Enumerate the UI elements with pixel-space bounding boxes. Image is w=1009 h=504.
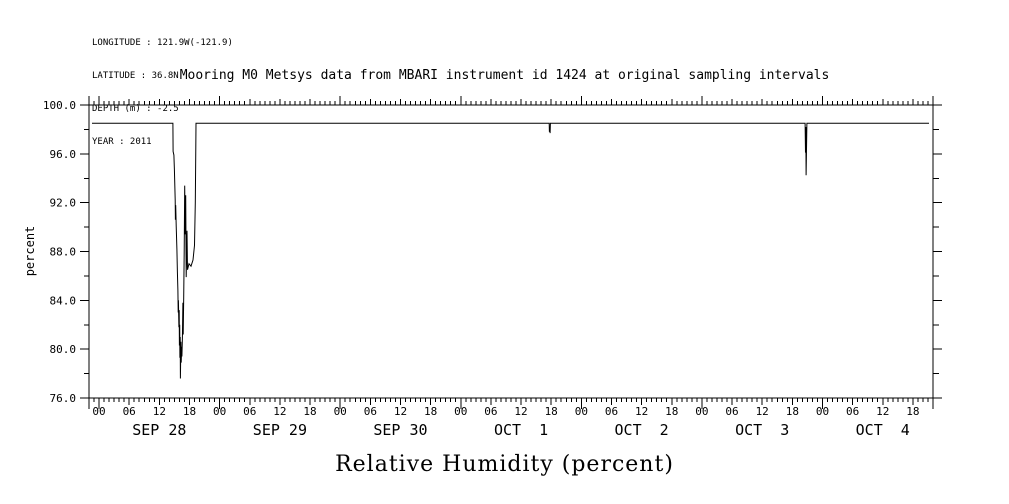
y-tick-label: 76.0 [50,392,77,405]
hour-tick-label: 06 [605,405,618,418]
date-label: SEP 30 [373,421,427,439]
hour-tick-label: 00 [213,405,226,418]
hour-tick-label: 18 [183,405,196,418]
y-axis-title: percent [23,225,37,277]
hour-tick-label: 00 [816,405,829,418]
hour-tick-label: 18 [424,405,437,418]
hour-tick-label: 06 [846,405,859,418]
hour-tick-label: 12 [394,405,407,418]
axis-tick-labels: 00 06 12 18 00 06 12 18 00 06 12 18 00 06 12 18 00 06 12 18… [43,99,920,439]
hour-tick-label: 06 [725,405,738,418]
hour-tick-label: 18 [906,405,919,418]
series-relative-humidity [92,122,929,379]
y-tick-label: 100.0 [43,99,76,112]
hour-tick-label: 00 [334,405,347,418]
hour-tick-label: 00 [92,405,105,418]
hour-tick-label: 18 [786,405,799,418]
hour-tick-label: 06 [243,405,256,418]
metadata-depth: DEPTH (m) : -2.5 [92,104,179,114]
date-label: SEP 29 [253,421,307,439]
hour-tick-label: 18 [545,405,558,418]
hour-tick-label: 12 [273,405,286,418]
hour-tick-label: 12 [756,405,769,418]
date-label: OCT 3 [735,421,789,439]
hour-tick-label: 12 [514,405,527,418]
hour-tick-label: 18 [303,405,316,418]
chart-title: Mooring M0 Metsys data from MBARI instru… [179,68,830,83]
date-label: SEP 28 [132,421,186,439]
hour-tick-label: 00 [575,405,588,418]
metadata-block: LONGITUDE : 121.9W(-121.9) LATITUDE : 36… [92,16,233,170]
metadata-year: YEAR : 2011 [92,137,152,147]
date-label: OCT 4 [856,421,910,439]
date-label: OCT 1 [494,421,548,439]
hour-tick-label: 18 [665,405,678,418]
metadata-latitude: LATITUDE : 36.8N [92,71,179,81]
hour-tick-label: 12 [635,405,648,418]
axis-ticks [80,96,942,409]
hour-tick-label: 06 [123,405,136,418]
x-axis-title: Relative Humidity (percent) [335,452,674,477]
hour-tick-label: 00 [695,405,708,418]
y-tick-label: 96.0 [50,148,77,161]
date-label: OCT 2 [615,421,669,439]
y-tick-label: 80.0 [50,343,77,356]
hour-tick-label: 12 [153,405,166,418]
data-line-relative-humidity [92,122,929,379]
y-tick-label: 92.0 [50,197,77,210]
hour-tick-label: 06 [484,405,497,418]
hour-tick-label: 00 [454,405,467,418]
hour-tick-label: 06 [364,405,377,418]
hour-tick-label: 12 [876,405,889,418]
metadata-longitude: LONGITUDE : 121.9W(-121.9) [92,38,233,48]
y-tick-label: 84.0 [50,294,77,307]
y-tick-label: 88.0 [50,246,77,259]
